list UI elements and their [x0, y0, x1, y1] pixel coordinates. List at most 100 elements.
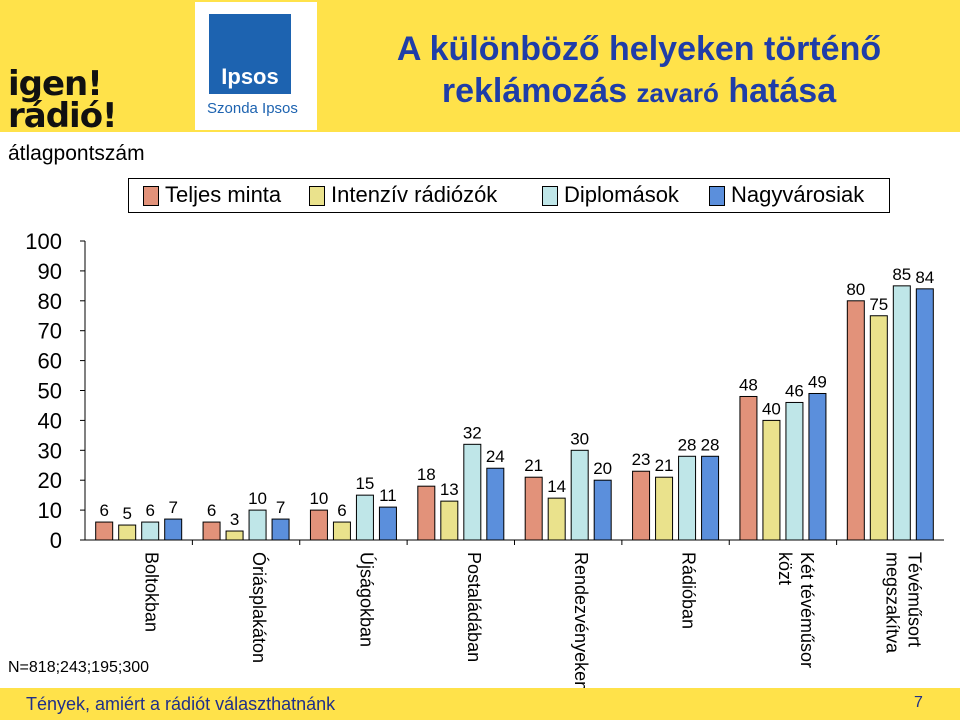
igen-logo-line2: rádió! [8, 96, 118, 136]
data-label: 15 [355, 474, 374, 493]
y-tick-label: 10 [38, 498, 62, 523]
bar [701, 455, 720, 541]
data-label: 7 [276, 498, 285, 517]
data-label: 32 [463, 423, 482, 442]
data-label: 85 [892, 265, 911, 284]
data-label: 13 [440, 480, 459, 499]
category-label: Két tévéműsor [797, 552, 817, 668]
legend-label-nagyvarosiak: Nagyvárosiak [731, 182, 865, 207]
sample-size-note: N=818;243;195;300 [8, 659, 150, 676]
data-label: 14 [547, 477, 566, 496]
data-label: 28 [678, 435, 697, 454]
page-number: 7 [914, 694, 923, 711]
legend-label-teljes-minta: Teljes minta [165, 182, 282, 207]
bar [486, 467, 505, 541]
data-label: 11 [379, 486, 397, 505]
bar [762, 419, 781, 541]
legend-swatch-teljes-minta [143, 186, 159, 206]
bar [547, 497, 566, 541]
bar [846, 300, 865, 541]
bar [915, 288, 934, 541]
data-label: 6 [145, 501, 154, 520]
category-label: közt [775, 552, 795, 585]
y-tick-label: 30 [38, 438, 62, 463]
legend-label-diplomasok: Diplomások [564, 182, 679, 207]
data-label: 80 [846, 280, 865, 299]
bar [593, 479, 612, 541]
data-label: 75 [869, 295, 888, 314]
data-label: 30 [570, 429, 589, 448]
chart-legend: Teljes minta Intenzív rádiózók Diplomáso… [128, 178, 890, 213]
data-label: 24 [486, 447, 505, 466]
data-label: 10 [248, 489, 267, 508]
y-tick-label: 90 [38, 259, 62, 284]
ipsos-logo-subtext: Szonda Ipsos [207, 100, 298, 117]
bar [378, 506, 397, 541]
bar [225, 530, 244, 541]
ipsos-logo-text: Ipsos [221, 64, 279, 89]
title-line-1: A különböző helyeken történő [396, 30, 882, 68]
category-label: Óriásplakáton [249, 552, 270, 663]
data-label: 10 [309, 489, 328, 508]
data-label: 18 [417, 465, 436, 484]
bar [678, 455, 697, 541]
bar [248, 509, 267, 541]
bar [417, 485, 436, 541]
category-label: Újságokban [356, 552, 377, 647]
data-label: 3 [230, 510, 239, 529]
data-label: 28 [701, 435, 720, 454]
bar [141, 521, 160, 541]
y-unit-label: átlagpontszám [8, 142, 145, 165]
data-label: 5 [122, 504, 131, 523]
y-tick-label: 20 [38, 468, 62, 493]
data-label: 6 [337, 501, 346, 520]
footer-band: Tények, amiért a rádiót választhatnánk 7 [0, 688, 960, 720]
bar [440, 500, 459, 541]
data-label: 20 [593, 459, 612, 478]
bar [463, 443, 482, 541]
bar [632, 470, 651, 541]
igen-radio-logo: igen! rádió! [0, 0, 152, 136]
bar [355, 494, 374, 541]
bar [655, 476, 674, 541]
bar [570, 449, 589, 541]
data-label: 21 [524, 456, 543, 475]
title-line-2b: zavaró [636, 78, 719, 108]
y-tick-label: 50 [38, 379, 62, 404]
bar [739, 395, 758, 541]
data-label: 6 [207, 501, 216, 520]
bar [785, 401, 804, 541]
category-label: megszakítva [882, 552, 902, 654]
bar [95, 521, 114, 541]
category-label: Rendezvényeken [571, 552, 591, 691]
bar [309, 509, 328, 541]
data-label: 40 [762, 399, 781, 418]
data-label: 84 [915, 268, 934, 287]
data-label: 21 [655, 456, 674, 475]
category-label: Postaládában [464, 552, 484, 662]
bar [202, 521, 221, 541]
category-label: Tévéműsort [904, 552, 924, 647]
igen-logo-line1: igen! [8, 64, 103, 104]
title-line-2a: reklámozás [441, 72, 637, 110]
ipsos-logo: Ipsos Szonda Ipsos [195, 2, 317, 130]
legend-label-intenziv-radiozok: Intenzív rádiózók [331, 182, 498, 207]
y-tick-label: 80 [38, 289, 62, 314]
y-tick-label: 60 [38, 349, 62, 374]
bar [869, 315, 888, 541]
y-tick-label: 40 [38, 408, 62, 433]
y-tick-label: 70 [38, 319, 62, 344]
category-label: Boltokban [142, 552, 162, 632]
legend-swatch-diplomasok [542, 186, 558, 206]
data-label: 6 [99, 501, 108, 520]
legend-swatch-intenziv-radiozok [309, 186, 325, 206]
bar [808, 392, 827, 541]
y-tick-label: 100 [25, 229, 62, 254]
category-label: Rádióban [679, 552, 699, 629]
legend-swatch-nagyvarosiak [709, 186, 725, 206]
data-label: 7 [168, 498, 177, 517]
bar [164, 518, 183, 541]
bar [524, 476, 543, 541]
bar [892, 285, 911, 541]
